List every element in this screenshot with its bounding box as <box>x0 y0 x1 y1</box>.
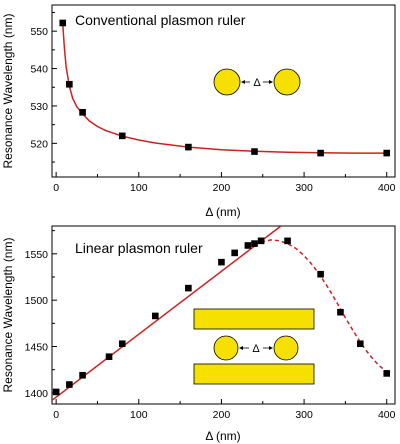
x-tick-label: 400 <box>378 182 396 194</box>
data-point <box>356 340 364 348</box>
data-point <box>231 249 238 257</box>
data-point <box>185 284 192 292</box>
x-tick-label: 100 <box>130 182 148 194</box>
data-point <box>185 143 192 151</box>
x-tick-label: 200 <box>213 409 231 421</box>
arrowhead-left <box>239 346 243 350</box>
y-axis-label: Resonance Wavelength (nm) <box>1 14 15 169</box>
y-tick-label: 1500 <box>25 295 49 307</box>
x-axis-label: Δ (nm) <box>205 205 240 219</box>
y-tick-label: 550 <box>30 26 48 38</box>
panel-linear: 0 100 200 300 400 1400 1450 1500 1550 Linear pla… <box>1 225 396 443</box>
data-point <box>244 242 252 249</box>
panel-conventional: 0 100 200 300 400 520 530 540 550 Conventional p… <box>1 4 396 219</box>
particle-left <box>213 68 241 96</box>
data-point <box>317 270 324 278</box>
delta-label: Δ <box>253 77 261 89</box>
data-point <box>218 258 225 266</box>
inset-particles-films: Δ <box>193 308 315 385</box>
y-tick-label: 1450 <box>25 342 49 354</box>
x-tick-label: 300 <box>295 182 313 194</box>
x-tick-label: 0 <box>53 409 59 421</box>
data-point <box>251 148 258 155</box>
plot-frame <box>51 4 396 178</box>
data-point <box>383 149 391 157</box>
data-point <box>317 149 324 157</box>
data-point <box>59 19 67 27</box>
fit-curve-line <box>61 23 387 154</box>
y-axis-label: Resonance Wavelength (nm) <box>1 238 15 393</box>
x-tick-label: 400 <box>378 409 396 421</box>
particle-right <box>273 68 301 96</box>
chart-title: Linear plasmon ruler <box>75 240 203 256</box>
data-point <box>118 132 126 140</box>
data-point <box>105 353 113 361</box>
data-point <box>79 109 86 116</box>
x-tick-label: 300 <box>295 409 313 421</box>
ticks: 0 100 200 300 400 520 530 540 550 <box>30 11 396 194</box>
data-point <box>118 340 126 348</box>
y-tick-label: 1400 <box>25 388 49 400</box>
linear-fit-line <box>52 226 282 401</box>
y-tick-label: 530 <box>30 101 48 113</box>
data-point <box>257 237 265 245</box>
data-point <box>79 371 86 379</box>
arrowhead-left <box>241 80 245 84</box>
data-markers <box>52 237 391 396</box>
x-tick-label: 0 <box>53 182 59 194</box>
plot-frame <box>51 225 396 405</box>
particle-right <box>273 335 299 361</box>
film-bottom <box>193 363 315 385</box>
x-tick-label: 200 <box>213 182 231 194</box>
dashed-fit-line <box>254 239 388 373</box>
inset-particles: Δ <box>213 68 301 96</box>
x-tick-label: 100 <box>130 409 148 421</box>
fit-curve <box>61 23 387 154</box>
chart-title: Conventional plasmon ruler <box>75 12 246 28</box>
ticks: 0 100 200 300 400 1400 1450 1500 1550 <box>25 230 396 421</box>
data-markers <box>59 19 391 157</box>
data-point <box>337 308 344 316</box>
film-top <box>193 308 315 330</box>
arrowhead-right <box>269 346 273 350</box>
y-tick-label: 540 <box>30 64 48 76</box>
arrowhead-right <box>269 80 273 84</box>
x-axis-label: Δ (nm) <box>205 429 240 443</box>
y-tick-label: 1550 <box>25 249 49 261</box>
data-point <box>251 240 258 247</box>
data-point <box>284 237 291 245</box>
fit-curve <box>52 226 388 401</box>
particle-left <box>213 335 239 361</box>
y-tick-label: 520 <box>30 138 48 150</box>
data-point <box>52 388 60 396</box>
delta-label: Δ <box>252 343 260 355</box>
data-point <box>66 381 73 388</box>
data-point <box>383 370 391 377</box>
data-point <box>66 80 73 88</box>
data-point <box>152 312 159 320</box>
